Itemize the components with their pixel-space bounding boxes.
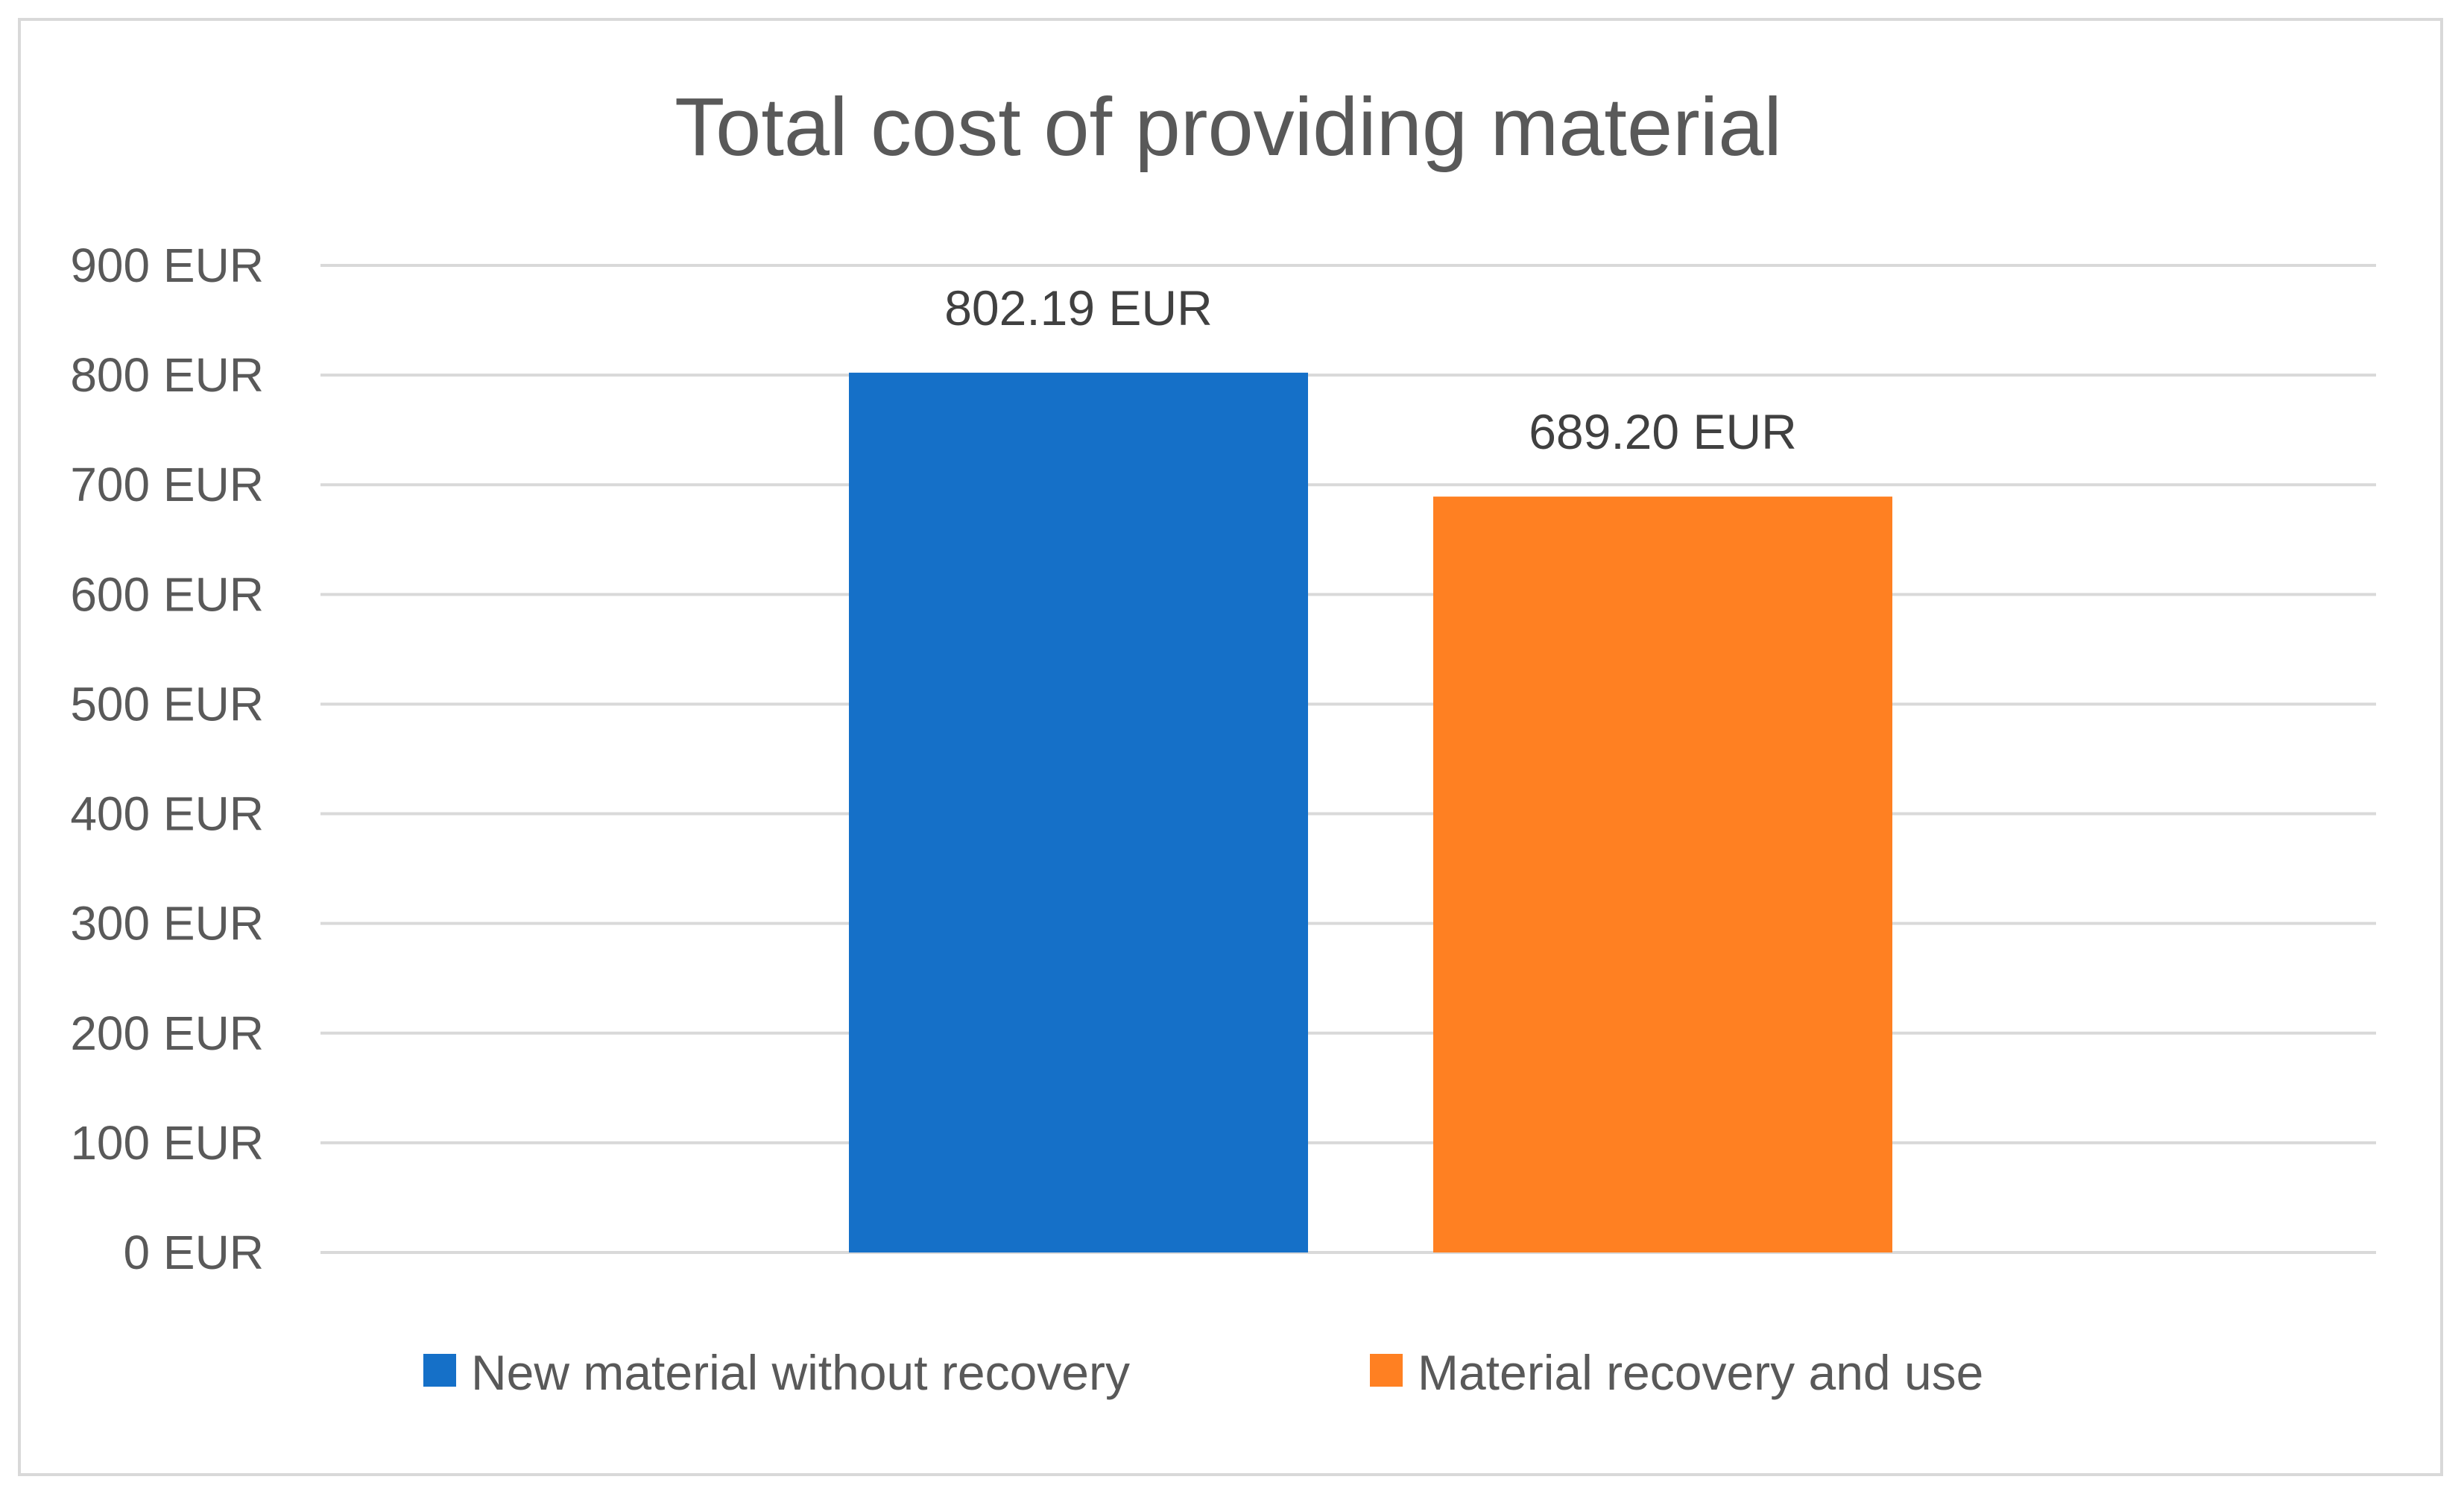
y-tick-label: 300 EUR: [70, 897, 264, 951]
bar-chart: Total cost of providing material 0 EUR 10…: [70, 81, 2376, 1400]
bar-series-1: [849, 372, 1308, 1252]
legend-label-series-2: Material recovery and use: [1418, 1345, 1983, 1400]
gridlines: [320, 264, 2376, 1254]
y-tick-label: 700 EUR: [70, 458, 264, 511]
chart-title: Total cost of providing material: [675, 81, 1782, 173]
y-axis-ticks: 0 EUR 100 EUR 200 EUR 300 EUR 400 EUR 500 EUR…: [70, 239, 264, 1279]
y-tick-label: 800 EUR: [70, 348, 264, 402]
bar-series-2: [1433, 497, 1892, 1252]
y-tick-label: 0 EUR: [124, 1226, 265, 1279]
data-label-series-2: 689.20 EUR: [1529, 404, 1797, 459]
y-tick-label: 900 EUR: [70, 239, 264, 292]
legend-swatch-series-1: [423, 1354, 456, 1387]
y-tick-label: 100 EUR: [70, 1116, 264, 1170]
y-tick-label: 400 EUR: [70, 787, 264, 841]
legend-swatch-series-2: [1370, 1354, 1403, 1387]
y-tick-label: 200 EUR: [70, 1006, 264, 1060]
legend-label-series-1: New material without recovery: [471, 1345, 1130, 1400]
chart-frame: Total cost of providing material 0 EUR 10…: [18, 18, 2443, 1476]
data-label-series-1: 802.19 EUR: [944, 280, 1213, 335]
legend: New material without recovery Material re…: [423, 1345, 1983, 1400]
y-tick-label: 500 EUR: [70, 677, 264, 731]
data-labels: 802.19 EUR 689.20 EUR: [944, 280, 1797, 459]
y-tick-label: 600 EUR: [70, 567, 264, 621]
bars: [849, 372, 1892, 1252]
